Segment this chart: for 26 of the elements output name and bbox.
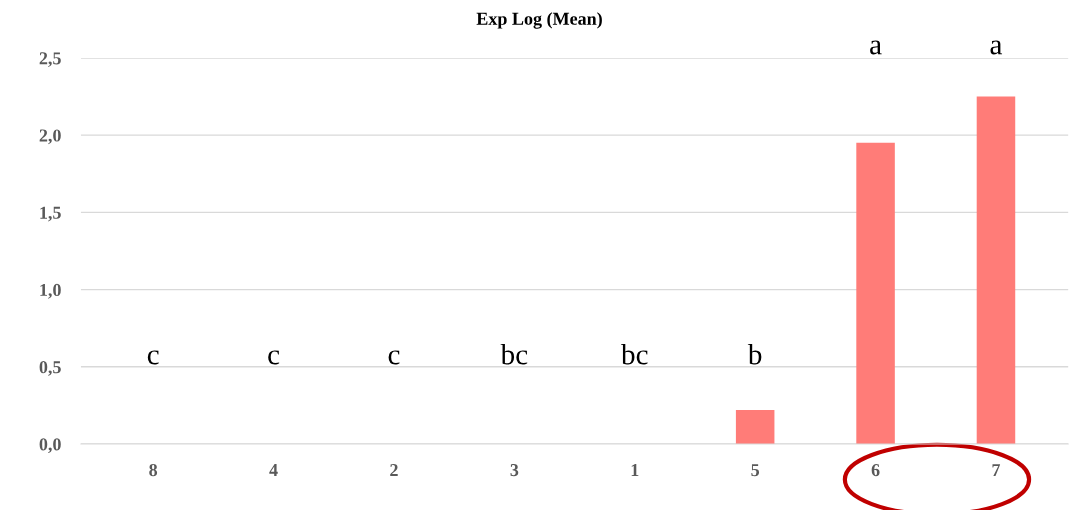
annotation: c xyxy=(147,350,159,365)
text: a xyxy=(990,40,1003,55)
bar xyxy=(856,142,895,445)
y-tick-label: 0,5 xyxy=(39,361,61,376)
y-tick-label: 2,5 xyxy=(39,52,61,67)
y-tick-label: 1,0 xyxy=(40,283,61,299)
x-tick-label: 3 xyxy=(510,464,519,477)
x-tick-label: 8 xyxy=(149,463,158,477)
annotation: c xyxy=(268,350,280,365)
y-tick-label: 1,5 xyxy=(40,206,61,222)
x-tick-label: 7 xyxy=(992,464,1001,476)
x-tick-label: 4 xyxy=(269,464,278,476)
y-tick-label: 0,0 xyxy=(39,438,61,454)
y-tick-label: 2,0 xyxy=(39,129,61,145)
x-tick-label: 5 xyxy=(751,464,760,477)
annotation: bc xyxy=(621,343,648,365)
chart-title: Exp Log (Mean) xyxy=(476,12,602,29)
text: a xyxy=(870,40,882,55)
x-tick-label: 6 xyxy=(871,464,880,477)
x-tick-label: 1 xyxy=(631,464,639,476)
bar xyxy=(976,96,1016,445)
annotation: bc xyxy=(500,343,528,365)
annotation: b xyxy=(747,343,762,365)
bar xyxy=(735,410,775,445)
x-tick-label: 2 xyxy=(390,464,398,476)
annotation: c xyxy=(388,350,400,365)
